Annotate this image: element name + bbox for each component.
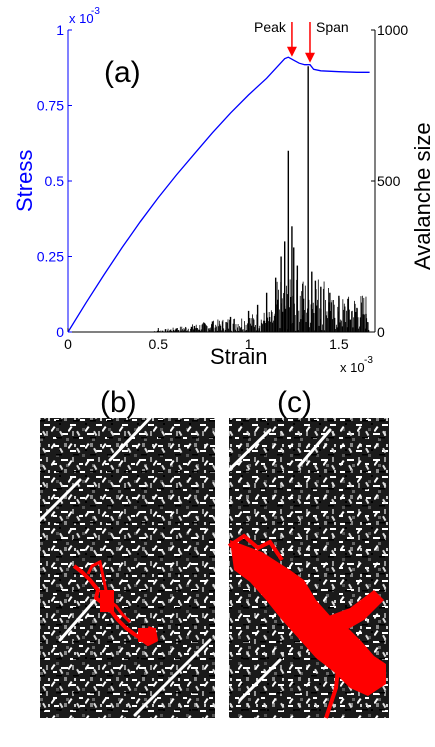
panel-b-avalanche-core bbox=[100, 590, 114, 612]
panel-b-texture-overlay bbox=[40, 418, 215, 718]
annotation-label: Span bbox=[316, 19, 349, 35]
x-tick-label: 1.5 bbox=[329, 336, 349, 352]
panel-label-b: (b) bbox=[100, 386, 137, 419]
x-exponent: x 10 bbox=[340, 360, 365, 375]
y-left-tick-label: 0.75 bbox=[37, 98, 64, 114]
annotation-arrow-head bbox=[286, 46, 297, 57]
y-right-tick-label: 500 bbox=[377, 173, 401, 189]
x-tick-label: 0 bbox=[64, 336, 72, 352]
y-right-tick-label: 0 bbox=[377, 324, 385, 340]
stress-line bbox=[67, 56, 370, 333]
stress-series bbox=[67, 56, 370, 333]
x-ticks: 0 0.5 1 1.5 bbox=[64, 328, 349, 352]
y-left-tick-label: 0 bbox=[56, 324, 64, 340]
y-exponent-power: -3 bbox=[91, 6, 100, 17]
panel-label-c: (c) bbox=[277, 386, 312, 419]
y-left-label: Stress bbox=[12, 150, 37, 212]
y-left-tick-label: 0.25 bbox=[37, 249, 64, 265]
panel-b-shear-lines bbox=[38, 416, 212, 717]
panel-c-shear-lines bbox=[227, 428, 332, 702]
panel-c-avalanche-edge bbox=[227, 533, 284, 562]
x-tick-label: 0.5 bbox=[149, 336, 169, 352]
x-exponent-power: -3 bbox=[364, 355, 373, 366]
y-left-tick-label: 0.5 bbox=[45, 173, 65, 189]
annotation-arrow-head bbox=[304, 52, 315, 63]
x-axis-label: Strain bbox=[210, 344, 267, 369]
panel-b-image bbox=[38, 416, 215, 718]
y-left-ticks: 0 0.25 0.5 0.75 1 bbox=[37, 22, 72, 340]
panel-c-avalanche bbox=[230, 540, 386, 696]
y-right-tick-label: 1000 bbox=[377, 22, 408, 38]
x-tick-label: 1 bbox=[245, 336, 253, 352]
panel-c-avalanche-arm bbox=[318, 590, 384, 636]
y-exponent: x 10 bbox=[69, 11, 94, 26]
panel-label-a: (a) bbox=[104, 56, 141, 89]
panel-b-avalanche-tip bbox=[138, 628, 156, 642]
annotations: Peak Span bbox=[254, 19, 349, 63]
panel-c-avalanche-tail bbox=[324, 667, 340, 719]
avalanche-bars bbox=[149, 66, 370, 332]
y-right-ticks: 0 500 1000 bbox=[371, 22, 408, 340]
annotation-label: Peak bbox=[254, 19, 287, 35]
y-right-label: Avalanche size bbox=[410, 122, 435, 270]
panel-c-image bbox=[227, 418, 389, 719]
y-left-tick-label: 1 bbox=[56, 22, 64, 38]
